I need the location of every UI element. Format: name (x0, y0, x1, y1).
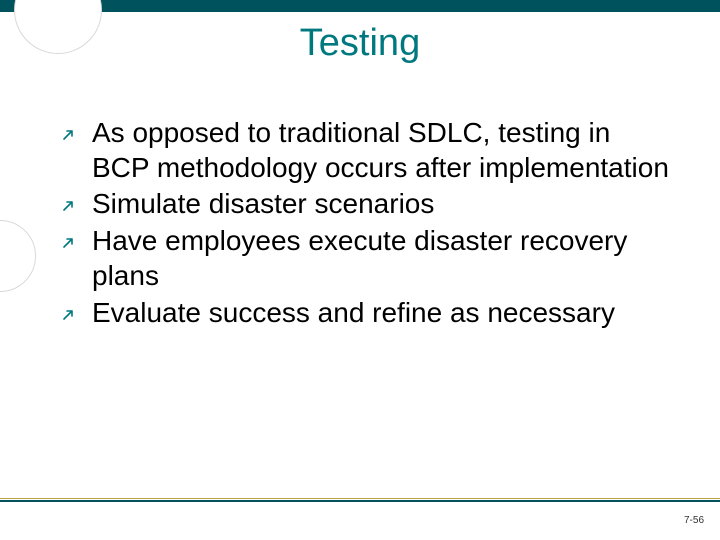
top-bar (0, 0, 720, 12)
list-item-text: Evaluate success and refine as necessary (92, 296, 615, 331)
list-item: Simulate disaster scenarios (62, 187, 670, 222)
bullet-list: As opposed to traditional SDLC, testing … (62, 116, 670, 332)
arrow-up-right-icon (62, 199, 80, 217)
list-item: As opposed to traditional SDLC, testing … (62, 116, 670, 185)
arrow-up-right-icon (62, 308, 80, 326)
list-item-text: Simulate disaster scenarios (92, 187, 434, 222)
list-item-text: As opposed to traditional SDLC, testing … (92, 116, 670, 185)
list-item: Evaluate success and refine as necessary (62, 296, 670, 331)
arrow-up-right-icon (62, 128, 80, 146)
page-number: 7-56 (684, 515, 704, 526)
arrow-up-right-icon (62, 236, 80, 254)
decorative-circle-small (0, 220, 36, 292)
list-item-text: Have employees execute disaster recovery… (92, 224, 670, 293)
bottom-rule (0, 498, 720, 502)
slide: Testing As opposed to traditional SDLC, … (0, 0, 720, 540)
list-item: Have employees execute disaster recovery… (62, 224, 670, 293)
slide-title: Testing (0, 22, 720, 65)
